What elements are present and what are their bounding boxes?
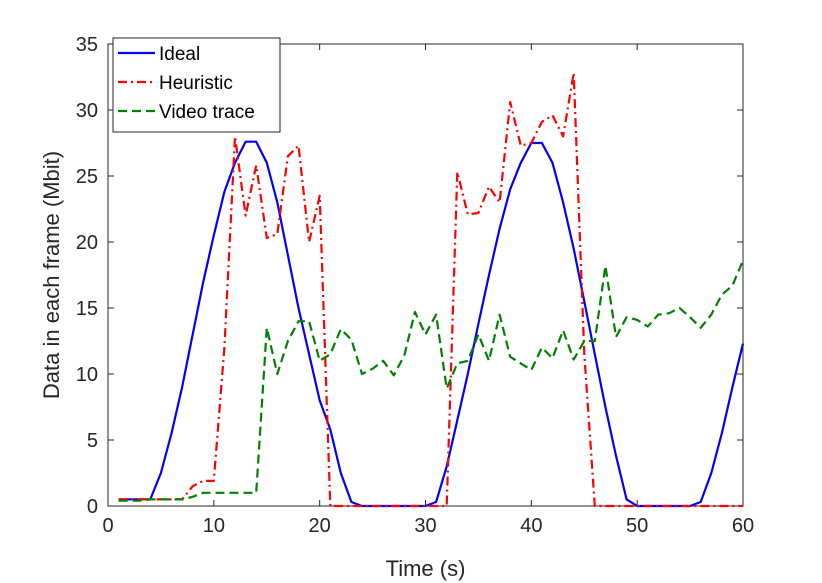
y-tick-label: 20 [76,232,98,254]
tick-labels: 0 10 20 30 40 50 60 0 5 10 15 20 25 30 35 [76,34,754,537]
y-tick-label: 10 [76,364,98,386]
legend: Ideal Heuristic Video trace [112,37,281,133]
series-line-2 [118,260,745,502]
y-tick-label: 0 [87,496,98,518]
legend-label-0: Ideal [159,44,200,65]
x-tick-label: 20 [309,515,331,537]
y-tick-label: 25 [76,166,98,188]
tick-marks [107,43,744,507]
x-tick-label: 40 [520,515,542,537]
legend-label-2: Video trace [159,102,255,123]
y-tick-label: 30 [76,100,98,122]
x-tick-label: 0 [102,515,113,537]
x-tick-label: 60 [732,515,754,537]
x-tick-label: 30 [414,515,436,537]
y-tick-label: 5 [87,430,98,452]
y-tick-label: 15 [76,298,98,320]
series-line-1 [118,71,743,508]
series-lines [118,71,745,508]
legend-label-1: Heuristic [159,73,233,94]
x-tick-label: 10 [203,515,225,537]
y-axis-label: Data in each frame (Mbit) [39,151,64,399]
x-tick-label: 50 [626,515,648,537]
y-tick-label: 35 [76,34,98,56]
x-axis-label: Time (s) [386,556,466,581]
